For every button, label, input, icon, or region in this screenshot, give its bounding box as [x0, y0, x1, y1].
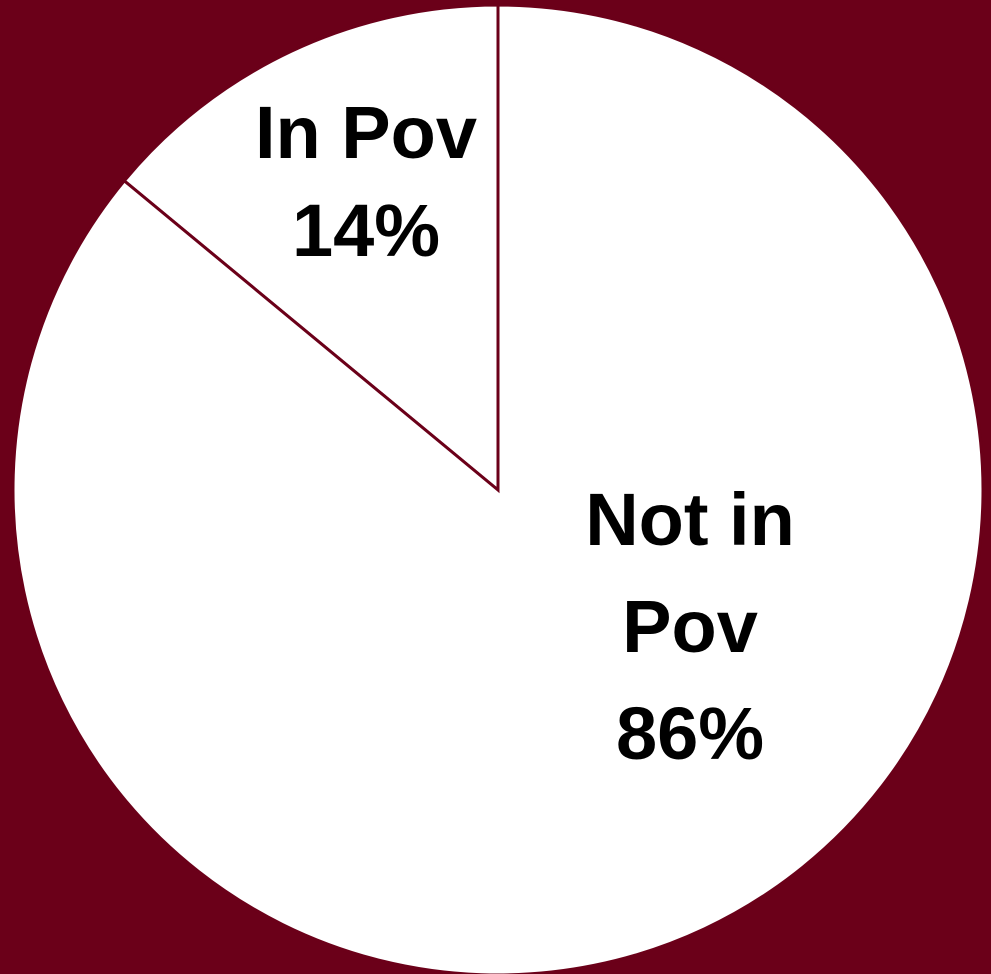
- slice-label-in-pov: In Pov 14%: [255, 91, 477, 272]
- labels-layer: In Pov 14% Not in Pov 86%: [255, 91, 795, 775]
- slice-label-line: Pov: [622, 585, 758, 668]
- slice-label-line: 14%: [292, 189, 440, 272]
- pie-slice-in-pov: [122, 3, 500, 494]
- slice-label-line: In Pov: [255, 91, 477, 174]
- slice-label-line: Not in: [585, 478, 795, 561]
- pie-slice-not-in-pov: [11, 3, 985, 974]
- slice-label-line: 86%: [616, 692, 764, 775]
- slice-label-not-in-pov: Not in Pov 86%: [585, 478, 795, 775]
- slices-layer: [11, 3, 985, 974]
